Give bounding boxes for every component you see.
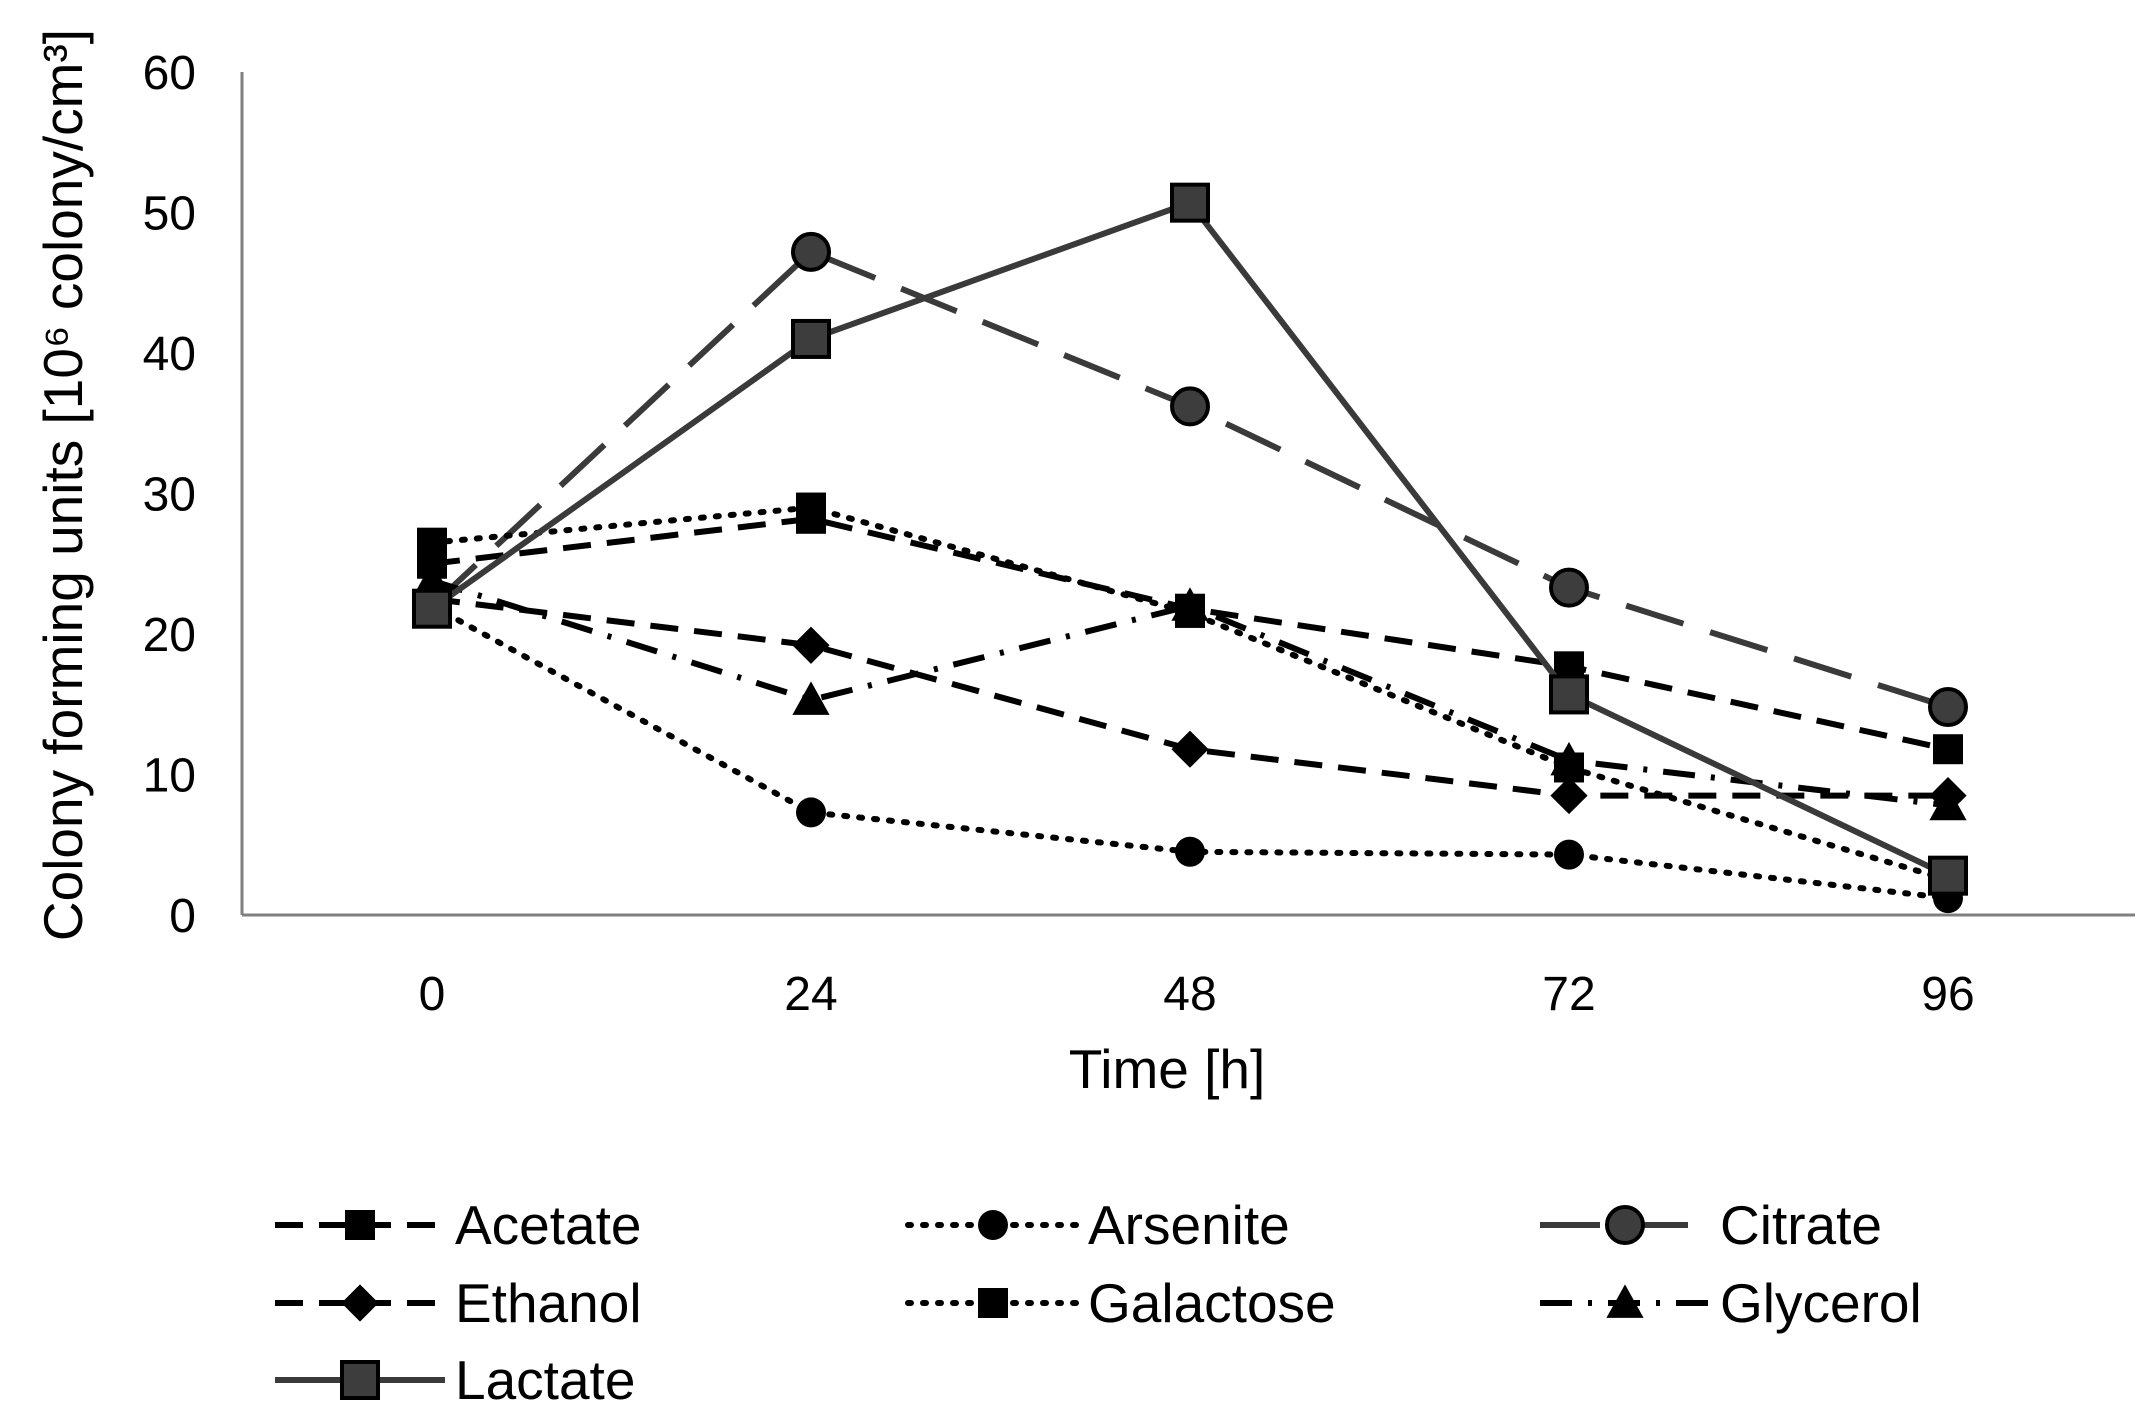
data-point-ethanol (792, 626, 830, 664)
x-tick-label: 72 (1542, 968, 1595, 1021)
legend-label-ethanol: Ethanol (455, 1272, 642, 1334)
series-layer (412, 182, 1968, 914)
x-tick-label: 48 (1163, 968, 1216, 1021)
data-point-arsenite (796, 797, 826, 828)
legend-label-lactate: Lactate (455, 1349, 635, 1405)
data-point-lactate (1170, 182, 1210, 223)
legend-marker-glycerol (1606, 1284, 1644, 1318)
data-point-glycerol (1929, 786, 1967, 821)
legend-symbol-lactate (275, 1360, 445, 1400)
series-galactose (417, 492, 1963, 895)
data-point-glycerol (792, 681, 830, 715)
y-tick-label: 60 (143, 47, 196, 100)
legend-label-glycerol: Glycerol (1720, 1272, 1922, 1334)
legend-symbol-glycerol (1540, 1284, 1710, 1318)
data-point-acetate (1933, 734, 1963, 765)
legend-item-lactate: Lactate (275, 1349, 635, 1405)
legend-item-glycerol: Glycerol (1540, 1272, 1922, 1334)
legend-label-galactose: Galactose (1088, 1272, 1336, 1334)
data-point-glycerol (413, 562, 451, 596)
data-point-ethanol (1550, 776, 1588, 815)
x-tick-label: 24 (784, 968, 837, 1021)
legend-label-citrate: Citrate (1720, 1194, 1882, 1256)
legend: Acetate Arsenite Citrate Ethanol Galactose Gl… (275, 1194, 1922, 1405)
legend-symbol-galactose (905, 1288, 1081, 1318)
data-point-lactate (791, 318, 831, 359)
legend-marker-ethanol (341, 1284, 379, 1322)
legend-marker-arsenite (978, 1210, 1008, 1240)
data-point-lactate (1549, 674, 1589, 715)
legend-item-arsenite: Arsenite (905, 1194, 1290, 1256)
data-point-lactate (1928, 855, 1968, 896)
legend-label-acetate: Acetate (455, 1194, 642, 1256)
x-tick-label: 0 (419, 968, 446, 1021)
data-point-glycerol (1171, 587, 1209, 621)
tick-labels: 0 10 20 30 40 50 60 0 24 48 72 96 (143, 47, 1975, 1021)
data-point-ethanol (1171, 730, 1209, 768)
legend-symbol-citrate (1540, 1205, 1710, 1245)
y-tick-label: 20 (143, 609, 196, 662)
y-tick-label: 10 (143, 750, 196, 803)
y-tick-label: 50 (143, 188, 196, 241)
data-point-lactate (412, 588, 452, 629)
y-tick-label: 30 (143, 469, 196, 522)
legend-item-galactose: Galactose (905, 1272, 1336, 1334)
legend-symbol-ethanol (275, 1284, 445, 1322)
data-point-arsenite (1554, 839, 1584, 870)
legend-item-citrate: Citrate (1540, 1194, 1882, 1256)
y-tick-label: 0 (169, 890, 196, 943)
data-point-galactose (796, 492, 826, 523)
series-line-galactose (429, 504, 1951, 883)
legend-item-ethanol: Ethanol (275, 1272, 642, 1334)
x-axis-title: Time [h] (1069, 1038, 1266, 1100)
data-point-citrate (1170, 386, 1210, 427)
y-axis-title: Colony forming units [10⁶ colony/cm³] (32, 29, 94, 941)
series-glycerol (413, 562, 1967, 821)
series-lactate (412, 182, 1968, 896)
data-point-galactose (417, 527, 447, 558)
legend-marker-citrate (1605, 1205, 1645, 1245)
data-point-citrate (1549, 567, 1589, 608)
legend-symbol-acetate (275, 1210, 445, 1240)
legend-marker-lactate (340, 1360, 380, 1400)
axes (240, 72, 2135, 917)
legend-label-arsenite: Arsenite (1088, 1194, 1290, 1256)
legend-symbol-arsenite (905, 1210, 1081, 1240)
data-point-citrate (1928, 687, 1968, 728)
legend-marker-galactose (978, 1288, 1008, 1318)
data-point-glycerol (1550, 741, 1588, 776)
legend-marker-acetate (345, 1210, 375, 1240)
x-tick-label: 96 (1921, 968, 1974, 1021)
series-acetate (417, 503, 1963, 765)
y-tick-label: 40 (143, 328, 196, 381)
data-point-citrate (791, 231, 831, 272)
legend-item-acetate: Acetate (275, 1194, 642, 1256)
data-point-arsenite (1175, 836, 1205, 867)
series-line-citrate (429, 248, 1949, 710)
